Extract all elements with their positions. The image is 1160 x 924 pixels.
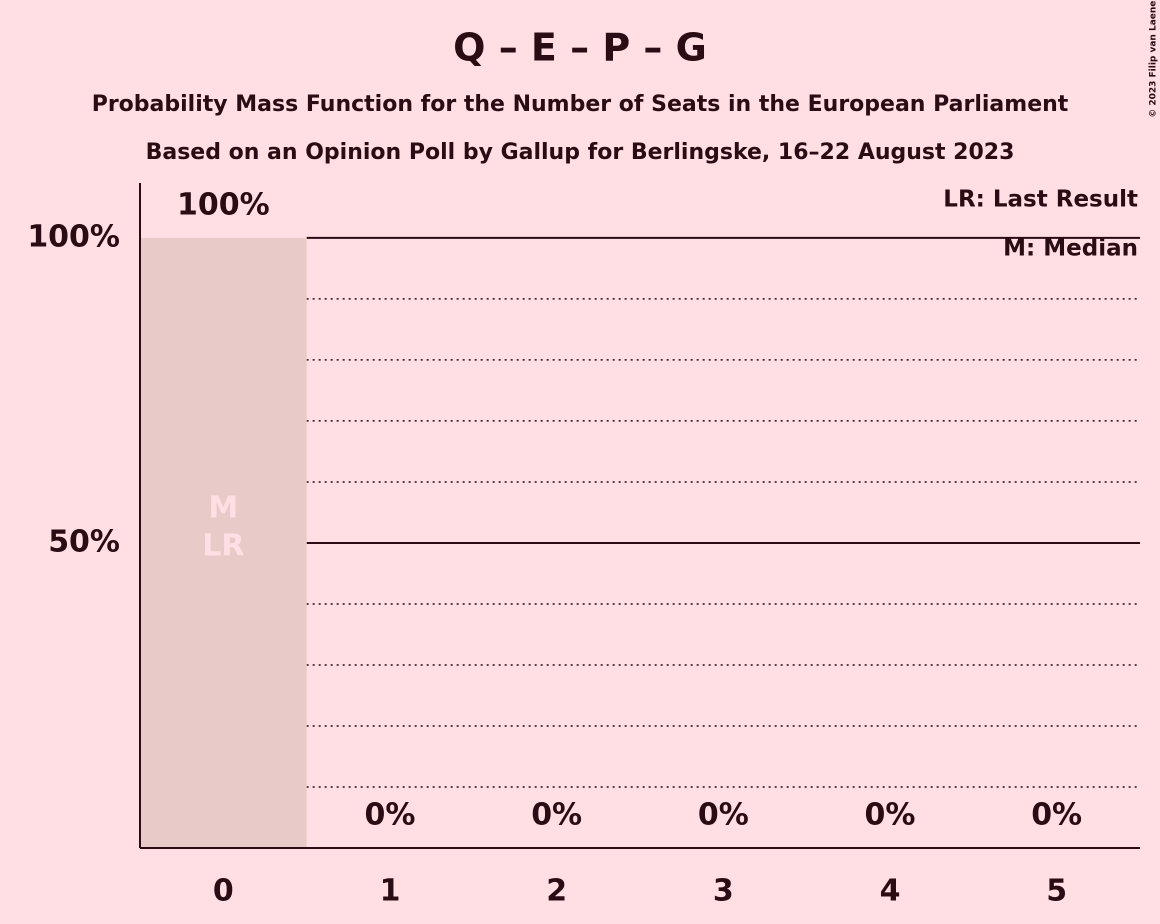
value-label: 0%: [365, 798, 416, 833]
value-label: 0%: [698, 798, 749, 833]
last-result-marker: LR: [202, 528, 244, 563]
x-tick-label: 2: [546, 874, 567, 909]
value-label: 100%: [177, 187, 270, 222]
chart-title: Q – E – P – G: [453, 26, 707, 70]
bar: [140, 237, 307, 848]
credit: © 2023 Filip van Laenen: [1149, 0, 1159, 118]
y-tick-label: 50%: [48, 524, 120, 559]
value-label: 0%: [531, 798, 582, 833]
legend-entry: M: Median: [1003, 236, 1138, 262]
x-tick-label: 0: [213, 874, 234, 909]
chart-subtitle: Based on an Opinion Poll by Gallup for B…: [146, 140, 1015, 165]
legend-entry: LR: Last Result: [943, 187, 1138, 213]
x-tick-label: 3: [713, 874, 734, 909]
value-label: 0%: [865, 798, 916, 833]
median-marker: M: [208, 490, 238, 525]
x-tick-label: 1: [380, 874, 401, 909]
chart-subtitle: Probability Mass Function for the Number…: [92, 92, 1069, 117]
x-tick-label: 5: [1046, 874, 1067, 909]
value-label: 0%: [1031, 798, 1082, 833]
x-tick-label: 4: [880, 874, 901, 909]
y-tick-label: 100%: [27, 219, 120, 254]
